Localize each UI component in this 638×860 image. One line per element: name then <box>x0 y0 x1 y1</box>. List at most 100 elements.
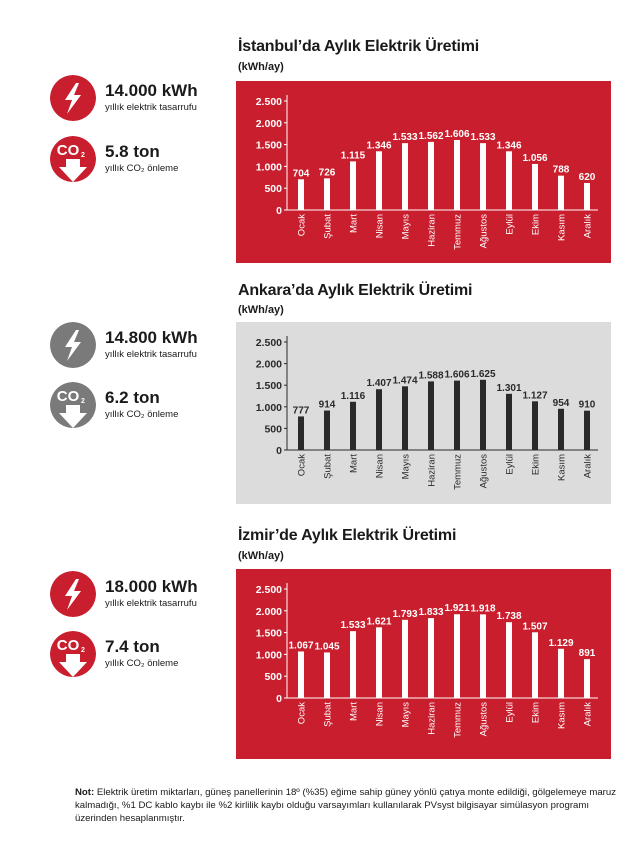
istanbul-co2-label: yıllık CO₂ önleme <box>105 163 179 174</box>
svg-text:704: 704 <box>293 168 310 179</box>
svg-text:Ekim: Ekim <box>531 454 542 475</box>
svg-text:CO: CO <box>57 637 80 654</box>
svg-text:Aralık: Aralık <box>583 214 594 239</box>
svg-text:Şubat: Şubat <box>323 214 334 239</box>
izmir-energy-label: yıllık elektrik tasarrufu <box>105 598 197 609</box>
ankara-energy-stat: 14.800 kWh yıllık elektrik tasarrufu <box>50 322 250 368</box>
svg-text:1.346: 1.346 <box>496 140 521 151</box>
ankara-energy-label: yıllık elektrik tasarrufu <box>105 349 197 360</box>
svg-text:Kasım: Kasım <box>557 702 568 729</box>
svg-text:1.346: 1.346 <box>366 140 391 151</box>
lightning-bolt-icon <box>50 75 96 121</box>
footnote-label: Not: <box>75 787 95 798</box>
ankara-energy-value: 14.800 kWh <box>105 328 198 347</box>
svg-text:Ağustos: Ağustos <box>479 702 490 737</box>
svg-text:Eylül: Eylül <box>505 214 516 235</box>
svg-text:1.793: 1.793 <box>392 609 417 620</box>
svg-text:1.606: 1.606 <box>444 129 469 140</box>
istanbul-energy-stat: 14.000 kWh yıllık elektrik tasarrufu <box>50 75 250 121</box>
footnote-text: Elektrik üretim miktarları, güneş panell… <box>75 787 617 824</box>
svg-text:2: 2 <box>81 398 85 405</box>
svg-text:Ağustos: Ağustos <box>479 214 490 249</box>
svg-text:2.500: 2.500 <box>256 96 282 108</box>
svg-text:Kasım: Kasım <box>557 214 568 241</box>
svg-text:1.500: 1.500 <box>256 628 282 640</box>
svg-text:Mart: Mart <box>349 214 360 233</box>
svg-text:Aralık: Aralık <box>583 454 594 479</box>
svg-text:777: 777 <box>293 405 310 416</box>
svg-text:Ocak: Ocak <box>297 214 308 236</box>
svg-text:1.000: 1.000 <box>256 649 282 661</box>
svg-text:1.115: 1.115 <box>341 150 366 161</box>
izmir-energy-stat: 18.000 kWh yıllık elektrik tasarrufu <box>50 571 250 617</box>
ankara-chart-title: Ankara’da Aylık Elektrik Üretimi <box>238 282 473 299</box>
svg-text:1.067: 1.067 <box>288 640 313 651</box>
svg-text:1.129: 1.129 <box>548 638 573 649</box>
svg-text:Ekim: Ekim <box>531 702 542 723</box>
svg-text:1.127: 1.127 <box>522 390 547 401</box>
ankara-co2-value: 6.2 ton <box>105 388 160 407</box>
svg-text:1.621: 1.621 <box>366 616 391 627</box>
istanbul-chart-title: İstanbul’da Aylık Elektrik Üretimi <box>238 38 479 55</box>
izmir-energy-value: 18.000 kWh <box>105 577 198 596</box>
izmir-bar-chart: 0 500 1.000 1.500 2.000 2.500 1.067 Ocak 1.045 Şu… <box>236 569 611 759</box>
istanbul-chart-unit: (kWh/ay) <box>238 61 284 73</box>
istanbul-co2-stat: CO 2 5.8 ton yıllık CO₂ önleme <box>50 136 250 182</box>
istanbul-co2-value: 5.8 ton <box>105 142 160 161</box>
izmir-co2-label: yıllık CO₂ önleme <box>105 658 179 669</box>
svg-text:Ekim: Ekim <box>531 214 542 235</box>
svg-text:1.507: 1.507 <box>522 621 547 632</box>
svg-text:1.116: 1.116 <box>341 391 366 402</box>
izmir-chart-title: İzmir’de Aylık Elektrik Üretimi <box>238 527 457 544</box>
svg-text:500: 500 <box>264 183 282 195</box>
svg-text:Mart: Mart <box>349 702 360 721</box>
istanbul-energy-value: 14.000 kWh <box>105 81 198 100</box>
izmir-co2-value: 7.4 ton <box>105 637 160 656</box>
lightning-bolt-icon <box>50 322 96 368</box>
istanbul-bar-chart: 0 500 1.000 1.500 2.000 2.500 704 Ocak 726 Şubat 1… <box>236 81 611 263</box>
svg-text:Ağustos: Ağustos <box>479 454 490 489</box>
svg-text:Eylül: Eylül <box>505 454 516 475</box>
svg-text:Haziran: Haziran <box>427 702 438 735</box>
svg-text:Mart: Mart <box>349 454 360 473</box>
svg-text:910: 910 <box>579 400 596 411</box>
svg-text:1.056: 1.056 <box>522 153 547 164</box>
svg-text:Mayıs: Mayıs <box>401 454 412 480</box>
svg-text:620: 620 <box>579 172 596 183</box>
ankara-bar-chart: 0 500 1.000 1.500 2.000 2.500 777 Ocak 914 Şubat 1… <box>236 322 611 504</box>
svg-text:954: 954 <box>553 398 570 409</box>
svg-text:1.533: 1.533 <box>470 132 495 143</box>
ankara-co2-label: yıllık CO₂ önleme <box>105 409 179 420</box>
svg-text:Kasım: Kasım <box>557 454 568 481</box>
svg-text:1.000: 1.000 <box>256 402 282 414</box>
svg-text:Nisan: Nisan <box>375 702 386 726</box>
svg-text:CO: CO <box>57 388 80 405</box>
svg-text:914: 914 <box>319 400 336 411</box>
svg-text:1.407: 1.407 <box>366 378 391 389</box>
svg-text:2: 2 <box>81 152 85 159</box>
svg-text:0: 0 <box>276 205 282 217</box>
lightning-bolt-icon <box>50 571 96 617</box>
ankara-co2-stat: CO 2 6.2 ton yıllık CO₂ önleme <box>50 382 250 428</box>
svg-text:Şubat: Şubat <box>323 702 334 727</box>
svg-text:Mayıs: Mayıs <box>401 702 412 728</box>
svg-text:CO: CO <box>57 142 80 159</box>
istanbul-energy-label: yıllık elektrik tasarrufu <box>105 102 197 113</box>
ankara-chart-unit: (kWh/ay) <box>238 304 284 316</box>
svg-text:500: 500 <box>264 423 282 435</box>
svg-text:1.562: 1.562 <box>418 131 443 142</box>
svg-text:726: 726 <box>319 167 336 178</box>
svg-text:1.588: 1.588 <box>418 370 443 381</box>
izmir-co2-stat: CO 2 7.4 ton yıllık CO₂ önleme <box>50 631 250 677</box>
svg-text:Aralık: Aralık <box>583 702 594 727</box>
svg-text:0: 0 <box>276 693 282 705</box>
svg-text:Nisan: Nisan <box>375 454 386 478</box>
svg-text:2.000: 2.000 <box>256 359 282 371</box>
svg-text:2.000: 2.000 <box>256 118 282 130</box>
svg-text:1.533: 1.533 <box>392 132 417 143</box>
svg-text:2: 2 <box>81 647 85 654</box>
svg-text:Temmuz: Temmuz <box>453 454 464 490</box>
svg-text:1.918: 1.918 <box>470 603 495 614</box>
svg-text:1.738: 1.738 <box>496 611 521 622</box>
svg-text:Ocak: Ocak <box>297 454 308 476</box>
